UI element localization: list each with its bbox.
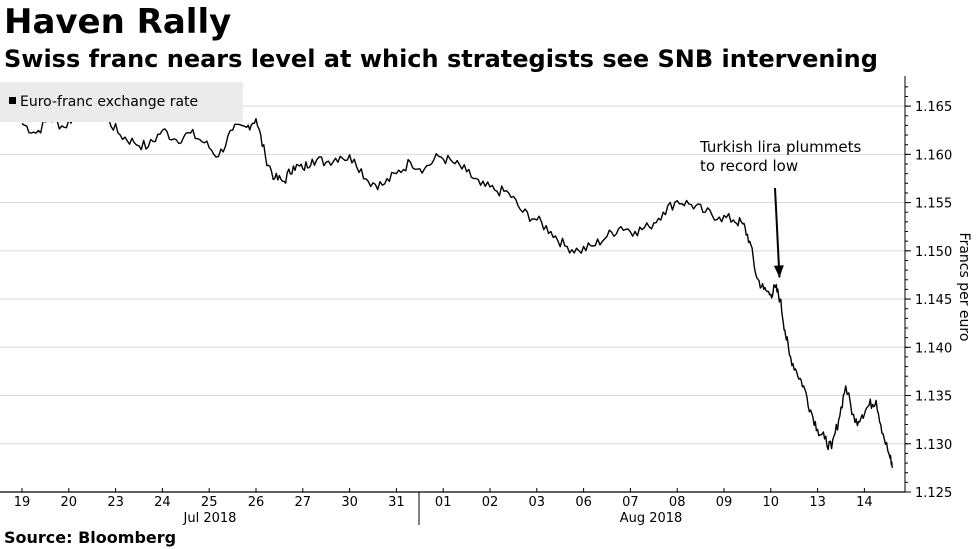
y-tick-label: 1.165 [915,100,952,115]
y-axis-label: Francs per euro [956,233,972,342]
x-month-label: Aug 2018 [620,511,683,526]
x-tick-labels: 19 20 23 24 25 26 27 30 31 01 02 03 06 07 08 09 10 13 14 [14,495,873,510]
legend: Euro-franc exchange rate [0,82,243,122]
x-tick-label: 24 [154,495,171,510]
x-tick-label: 10 [763,495,780,510]
legend-box [0,82,243,122]
x-tick-label: 02 [482,495,499,510]
y-tick-label: 1.130 [915,438,952,453]
y-tick-label: 1.135 [915,390,952,405]
annotation-arrow-line [774,187,781,278]
x-tick-label: 07 [622,495,639,510]
x-month-label: Jul 2018 [183,511,237,526]
series-lines [21,101,894,469]
x-tick-label: 09 [716,495,733,510]
chart-title: Haven Rally [4,2,232,42]
x-tick-label: 19 [14,495,31,510]
annotation-arrow-head [773,265,784,278]
x-tick-label: 01 [435,495,452,510]
y-tick-label: 1.145 [915,293,952,308]
annotation-text: Turkish lira plummets [699,138,861,156]
y-tick-label: 1.160 [915,148,952,163]
y-tick-label: 1.155 [915,197,952,212]
x-tick-label: 30 [341,495,358,510]
x-tick-label: 03 [529,495,546,510]
x-tick-label: 08 [669,495,686,510]
x-tick-label: 06 [575,495,592,510]
series-line [21,101,894,469]
x-tick-label: 31 [388,495,405,510]
x-tick-label: 23 [107,495,124,510]
x-tick-label: 14 [856,495,873,510]
y-tick-labels: 1.125 1.130 1.135 1.140 1.145 1.150 1.155 1.160… [915,100,952,501]
x-tick-label: 25 [201,495,218,510]
x-tick-label: 20 [61,495,78,510]
y-tick-label: 1.150 [915,245,952,260]
source-note: Source: Bloomberg [4,528,177,547]
legend-swatch [9,97,16,104]
y-tick-label: 1.125 [915,486,952,501]
x-tick-label: 26 [248,495,265,510]
x-tick-label: 13 [809,495,826,510]
annotation-text: to record low [700,157,798,175]
x-month-labels: Jul 2018 Aug 2018 [183,511,683,526]
legend-label: Euro-franc exchange rate [20,94,198,110]
y-tick-label: 1.140 [915,341,952,356]
x-tick-label: 27 [295,495,312,510]
axes [0,76,911,525]
chart-subtitle: Swiss franc nears level at which strateg… [4,45,878,73]
